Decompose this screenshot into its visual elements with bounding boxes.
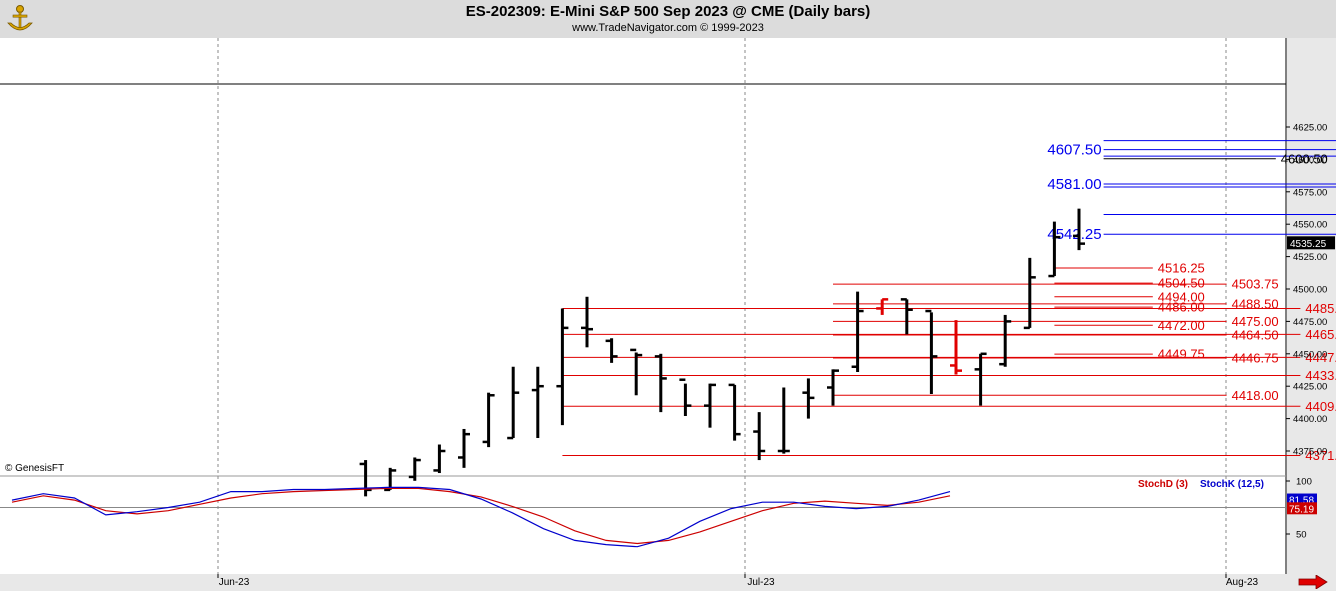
price-level-label: 4472.00 bbox=[1158, 318, 1205, 333]
price-tick-label: 4425.00 bbox=[1293, 382, 1327, 393]
price-tick-label: 4500.00 bbox=[1293, 285, 1327, 296]
stochk-line bbox=[11, 486, 951, 548]
price-tick-label: 4600.00 bbox=[1293, 155, 1327, 166]
trade-navigator-logo-icon bbox=[7, 5, 33, 31]
price-tick-label: 4475.00 bbox=[1293, 317, 1327, 328]
stochd-value-tag bbox=[1287, 502, 1317, 515]
price-axis-panel bbox=[1287, 38, 1336, 574]
chart-subtitle: www.TradeNavigator.com © 1999-2023 bbox=[572, 22, 764, 34]
price-tick-label: 4575.00 bbox=[1293, 187, 1327, 198]
time-tick-label: Aug-23 bbox=[1226, 577, 1259, 588]
last-price-label: 4535.25 bbox=[1290, 239, 1327, 250]
price-tick-label: 4450.00 bbox=[1293, 349, 1327, 360]
stochk-value-label: 81.58 bbox=[1289, 496, 1314, 507]
price-levels: 4614.504607.504602.504600.504581.004578.… bbox=[562, 140, 1336, 463]
price-level-label: 4446.75 bbox=[1232, 351, 1279, 366]
stochd-legend: StochD (3) bbox=[1138, 479, 1188, 490]
price-level-label: 4475.00 bbox=[1232, 314, 1279, 329]
time-axis: Jun-23 Jul-23 Aug-23 bbox=[217, 574, 1259, 588]
stoch-tick-label: 50 bbox=[1296, 530, 1307, 541]
stochd-line bbox=[11, 487, 951, 545]
price-level-label: 4418.00 bbox=[1232, 388, 1279, 403]
price-level-label: 4409.50 bbox=[1305, 399, 1336, 414]
price-level-label: 4494.00 bbox=[1158, 289, 1205, 304]
price-level-label: 4581.00 bbox=[1047, 176, 1101, 193]
price-level-label: 4465.00 bbox=[1305, 327, 1336, 342]
time-tick-label: Jul-23 bbox=[747, 577, 775, 588]
time-tick-label: Jun-23 bbox=[219, 577, 250, 588]
price-level-label: 4449.75 bbox=[1158, 347, 1205, 362]
stochk-legend: StochK (12,5) bbox=[1200, 479, 1264, 490]
price-tick-label: 4550.00 bbox=[1293, 220, 1327, 231]
price-tick-label: 4625.00 bbox=[1293, 123, 1327, 134]
time-axis-panel bbox=[0, 574, 1336, 591]
ohlc-bars bbox=[359, 208, 1085, 497]
price-level-label: 4488.50 bbox=[1232, 296, 1279, 311]
price-level-label: 4433.25 bbox=[1305, 368, 1336, 383]
price-level-label: 4486.00 bbox=[1158, 300, 1205, 315]
price-level-label: 4464.50 bbox=[1232, 328, 1279, 343]
stochd-value-label: 75.19 bbox=[1289, 504, 1314, 515]
price-level-label: 4485.00 bbox=[1305, 301, 1336, 316]
price-tick-label: 4400.00 bbox=[1293, 414, 1327, 425]
scroll-right-arrow-icon[interactable] bbox=[1298, 575, 1328, 589]
chart-title: ES-202309: E-Mini S&P 500 Sep 2023 @ CME… bbox=[465, 3, 871, 20]
price-axis: 4375.00 4400.00 4425.00 4450.00 4475.00 4500.… bbox=[1286, 123, 1335, 458]
grid-lines bbox=[0, 38, 1287, 574]
stoch-tick-label: 100 bbox=[1296, 477, 1312, 488]
price-level-label: 4503.75 bbox=[1232, 277, 1279, 292]
price-level-label: 4371.50 bbox=[1305, 448, 1336, 463]
copyright-label: © GenesisFT bbox=[5, 463, 65, 474]
last-price-tag bbox=[1287, 236, 1335, 250]
price-level-label: 4447.25 bbox=[1305, 350, 1336, 365]
price-level-label: 4600.50 bbox=[1281, 151, 1328, 166]
price-level-label: 4516.25 bbox=[1158, 260, 1205, 275]
price-tick-label: 4375.00 bbox=[1293, 447, 1327, 458]
price-level-label: 4607.50 bbox=[1047, 142, 1101, 159]
price-tick-label: 4525.00 bbox=[1293, 252, 1327, 263]
chart-header: ES-202309: E-Mini S&P 500 Sep 2023 @ CME… bbox=[0, 0, 1336, 38]
price-level-label: 4504.50 bbox=[1158, 276, 1205, 291]
